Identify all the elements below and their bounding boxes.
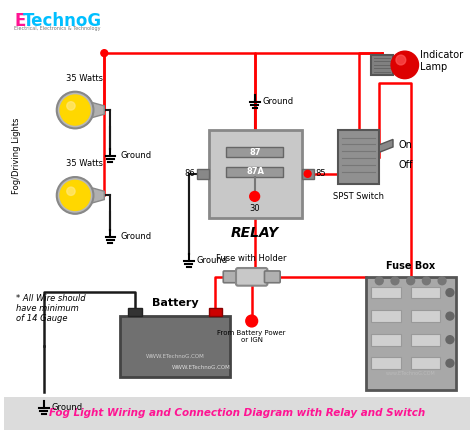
FancyBboxPatch shape bbox=[410, 357, 440, 369]
Text: Battery: Battery bbox=[152, 298, 199, 308]
Text: Fog/Driving Lights: Fog/Driving Lights bbox=[12, 118, 21, 194]
Polygon shape bbox=[73, 97, 104, 123]
FancyBboxPatch shape bbox=[209, 308, 222, 316]
FancyBboxPatch shape bbox=[120, 316, 230, 377]
Circle shape bbox=[67, 102, 75, 110]
Text: SPST Switch: SPST Switch bbox=[333, 192, 384, 201]
Text: Indicator
Lamp: Indicator Lamp bbox=[420, 50, 464, 72]
FancyBboxPatch shape bbox=[365, 277, 456, 390]
FancyBboxPatch shape bbox=[410, 287, 440, 299]
FancyBboxPatch shape bbox=[372, 310, 401, 322]
Text: 87: 87 bbox=[249, 148, 261, 157]
Circle shape bbox=[250, 191, 260, 201]
Circle shape bbox=[60, 181, 90, 210]
FancyBboxPatch shape bbox=[236, 268, 267, 286]
Text: E: E bbox=[14, 12, 26, 30]
Circle shape bbox=[304, 171, 311, 177]
FancyBboxPatch shape bbox=[302, 169, 313, 179]
Text: Fuse with Holder: Fuse with Holder bbox=[217, 254, 287, 263]
Circle shape bbox=[446, 312, 454, 320]
Text: 85: 85 bbox=[316, 169, 326, 178]
Polygon shape bbox=[73, 183, 104, 208]
FancyBboxPatch shape bbox=[264, 271, 280, 283]
Text: Off: Off bbox=[399, 160, 413, 170]
Circle shape bbox=[422, 277, 430, 285]
FancyBboxPatch shape bbox=[372, 334, 401, 345]
Text: 30: 30 bbox=[249, 204, 260, 213]
Text: Ground: Ground bbox=[120, 151, 151, 160]
Circle shape bbox=[57, 92, 93, 128]
FancyBboxPatch shape bbox=[410, 334, 440, 345]
Text: Electrical, Electronics & Technology: Electrical, Electronics & Technology bbox=[14, 26, 101, 31]
Circle shape bbox=[101, 50, 108, 56]
FancyBboxPatch shape bbox=[338, 130, 379, 184]
Text: Ground: Ground bbox=[197, 256, 228, 265]
Text: 86: 86 bbox=[184, 169, 195, 178]
Text: * All Wire should
have minimum
of 14 Gauge: * All Wire should have minimum of 14 Gau… bbox=[16, 293, 86, 323]
Text: Ground: Ground bbox=[263, 97, 293, 106]
Text: www.ETechnoG.COM: www.ETechnoG.COM bbox=[386, 372, 436, 377]
Text: From Battery Power
or IGN: From Battery Power or IGN bbox=[218, 330, 286, 343]
Circle shape bbox=[446, 289, 454, 296]
Circle shape bbox=[446, 359, 454, 367]
FancyBboxPatch shape bbox=[226, 167, 283, 177]
FancyBboxPatch shape bbox=[4, 397, 470, 430]
Circle shape bbox=[375, 277, 383, 285]
Circle shape bbox=[438, 277, 446, 285]
Circle shape bbox=[57, 177, 93, 214]
Text: Ground: Ground bbox=[52, 404, 82, 412]
FancyBboxPatch shape bbox=[197, 169, 209, 179]
FancyBboxPatch shape bbox=[372, 287, 401, 299]
Circle shape bbox=[391, 51, 419, 79]
Text: TechnoG: TechnoG bbox=[23, 12, 102, 30]
FancyBboxPatch shape bbox=[410, 310, 440, 322]
FancyBboxPatch shape bbox=[209, 130, 302, 218]
FancyBboxPatch shape bbox=[223, 271, 239, 283]
Text: Ground: Ground bbox=[120, 232, 151, 241]
Text: WWW.ETechnoG.COM: WWW.ETechnoG.COM bbox=[146, 354, 205, 359]
Text: RELAY: RELAY bbox=[231, 226, 279, 240]
Text: On: On bbox=[399, 140, 413, 150]
Circle shape bbox=[446, 336, 454, 344]
FancyBboxPatch shape bbox=[372, 55, 393, 75]
Circle shape bbox=[407, 277, 415, 285]
Circle shape bbox=[246, 315, 257, 327]
Text: 87A: 87A bbox=[246, 168, 264, 176]
FancyBboxPatch shape bbox=[226, 147, 283, 157]
Circle shape bbox=[391, 277, 399, 285]
Text: WWW.ETechnoG.COM: WWW.ETechnoG.COM bbox=[171, 365, 230, 370]
Text: 35 Watts: 35 Watts bbox=[66, 74, 103, 82]
FancyBboxPatch shape bbox=[128, 308, 142, 316]
Circle shape bbox=[396, 55, 406, 65]
Text: 35 Watts: 35 Watts bbox=[66, 159, 103, 168]
Polygon shape bbox=[379, 139, 393, 152]
Text: Fuse Box: Fuse Box bbox=[386, 261, 435, 271]
Circle shape bbox=[67, 187, 75, 195]
Circle shape bbox=[60, 95, 90, 125]
FancyBboxPatch shape bbox=[372, 357, 401, 369]
Text: Fog Light Wiring and Connection Diagram with Relay and Switch: Fog Light Wiring and Connection Diagram … bbox=[49, 408, 425, 418]
